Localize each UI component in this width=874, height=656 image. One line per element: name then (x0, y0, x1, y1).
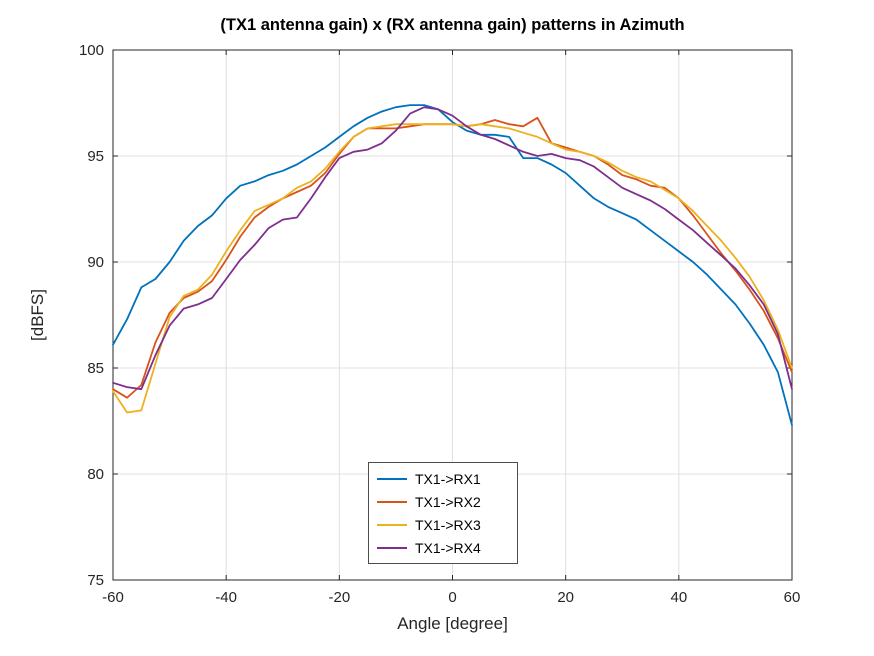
x-axis-label: Angle [degree] (397, 614, 508, 633)
y-axis-label: [dBFS] (28, 289, 47, 341)
legend-line-swatch (377, 477, 407, 480)
y-tick-label: 90 (87, 254, 104, 271)
series-line-TX1-RX1 (112, 104, 793, 427)
legend-entry: TX1->RX2 (369, 490, 517, 513)
y-tick-label: 95 (87, 148, 104, 165)
x-tick-label: 20 (557, 589, 574, 606)
y-tick-label: 85 (87, 360, 104, 377)
x-tick-label: -20 (328, 589, 350, 606)
legend: TX1->RX1 TX1->RX2 TX1->RX3 TX1->RX4 (368, 462, 518, 564)
chart-title: (TX1 antenna gain) x (RX antenna gain) p… (220, 16, 685, 34)
legend-line-swatch (377, 523, 407, 526)
legend-entry-label: TX1->RX1 (415, 470, 481, 487)
legend-line-swatch (377, 546, 407, 549)
y-tick-label: 100 (79, 42, 104, 59)
x-tick-label: 40 (670, 589, 687, 606)
x-tick-label: -60 (102, 589, 124, 606)
x-tick-label: 60 (784, 589, 801, 606)
legend-entry: TX1->RX3 (369, 513, 517, 536)
legend-entry-label: TX1->RX3 (415, 516, 481, 533)
x-tick-label: -40 (215, 589, 237, 606)
legend-entry: TX1->RX4 (369, 536, 517, 559)
legend-entry-label: TX1->RX2 (415, 493, 481, 510)
legend-entry: TX1->RX1 (369, 467, 517, 490)
legend-line-swatch (377, 500, 407, 503)
x-tick-label: 0 (448, 589, 456, 606)
legend-entry-label: TX1->RX4 (415, 539, 481, 556)
series-line-TX1-RX4 (112, 106, 793, 391)
series-line-TX1-RX3 (112, 123, 793, 414)
y-tick-label: 80 (87, 466, 104, 483)
y-tick-label: 75 (87, 572, 104, 589)
